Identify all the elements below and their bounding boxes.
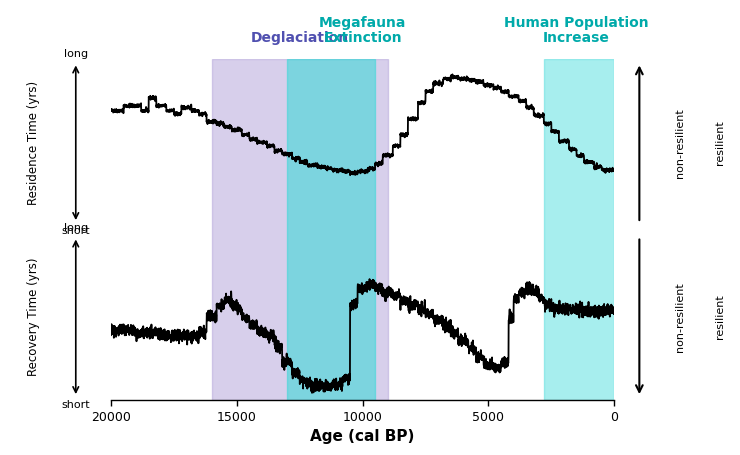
Text: Megafauna
Extinction: Megafauna Extinction bbox=[319, 16, 406, 46]
Text: resilient: resilient bbox=[715, 121, 725, 165]
Text: long: long bbox=[64, 49, 88, 59]
Bar bbox=[212, 59, 388, 400]
Text: Human Population
Increase: Human Population Increase bbox=[504, 16, 649, 46]
Text: Deglaciation: Deglaciation bbox=[251, 31, 349, 46]
Text: short: short bbox=[61, 227, 90, 236]
Text: non-resilient: non-resilient bbox=[675, 108, 684, 177]
X-axis label: Age (cal BP): Age (cal BP) bbox=[310, 430, 415, 445]
Text: non-resilient: non-resilient bbox=[675, 282, 684, 352]
Text: resilient: resilient bbox=[715, 294, 725, 339]
Bar bbox=[544, 59, 614, 400]
Text: Residence Time (yrs): Residence Time (yrs) bbox=[27, 81, 39, 205]
Bar bbox=[287, 59, 375, 400]
Text: Recovery Time (yrs): Recovery Time (yrs) bbox=[27, 258, 39, 376]
Text: short: short bbox=[61, 400, 90, 410]
Text: long: long bbox=[64, 223, 88, 233]
